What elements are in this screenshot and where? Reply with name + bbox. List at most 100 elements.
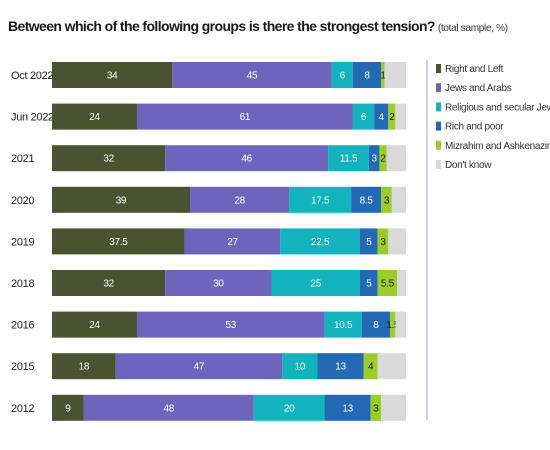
bar-segment [370, 394, 382, 421]
bar-segment [352, 103, 375, 130]
bar-segment [377, 353, 406, 380]
data-label: 13 [342, 403, 353, 414]
data-label: 5 [366, 279, 372, 290]
data-label: 25 [310, 279, 321, 290]
data-label: 2 [380, 154, 386, 165]
data-label: 10 [295, 362, 306, 373]
bar-segment [379, 145, 387, 172]
data-label: 3 [372, 154, 378, 165]
bar-segment [52, 228, 185, 255]
data-label: 18 [79, 362, 90, 373]
legend-label: Jews and Arabs [445, 83, 512, 94]
bar-segment [317, 353, 364, 380]
bar-segment [52, 353, 116, 380]
chart-title: Between which of the following groups is… [8, 18, 435, 34]
bar-segment [52, 103, 137, 130]
bar-segment [374, 103, 389, 130]
data-label: 46 [241, 154, 252, 165]
data-label: 10.5 [334, 320, 353, 331]
bar-segment [377, 270, 398, 296]
row-label: 2018 [11, 278, 34, 290]
data-label: 3 [380, 237, 386, 248]
data-label: 39 [116, 195, 127, 206]
bar-segment [388, 228, 406, 255]
data-label: 24 [89, 112, 100, 123]
data-label: 2 [389, 112, 395, 123]
bar-segment [282, 353, 318, 380]
bar-segment [52, 270, 166, 296]
legend-swatch [436, 121, 441, 131]
bar-segment [361, 311, 391, 338]
legend-swatch [436, 102, 441, 112]
bar-segment [391, 186, 406, 213]
data-label: 30 [213, 279, 224, 290]
data-label: 37.5 [109, 237, 128, 248]
data-label: 4 [368, 362, 374, 373]
legend-label: Mizrahim and Ashkenazim [445, 141, 550, 152]
row-label: 2016 [11, 320, 34, 332]
bar-segment [359, 270, 378, 296]
data-label: 53 [226, 320, 237, 331]
bar-segment [136, 103, 353, 130]
data-label: 5 [366, 237, 372, 248]
bar-segment [253, 394, 325, 421]
bar-segment [395, 311, 406, 338]
data-label: 34 [107, 71, 118, 82]
bar-segment [386, 145, 406, 172]
bar-segment [52, 394, 84, 421]
data-label: 47 [194, 362, 205, 373]
data-label: 45 [247, 71, 258, 82]
row-label: 2015 [11, 361, 34, 373]
bar-segment [271, 270, 360, 296]
bar-segment [324, 394, 371, 421]
bar-segment [280, 228, 360, 255]
bar-segment [351, 186, 382, 213]
bar-segment [184, 228, 281, 255]
bar-segment [381, 62, 385, 88]
bar-segment [331, 62, 353, 88]
data-label: 22.5 [311, 237, 330, 248]
bar-segment [52, 145, 166, 172]
row-label: 2021 [11, 153, 34, 165]
bar-segment [52, 62, 173, 88]
bar-segment [324, 311, 362, 338]
data-label: 32 [103, 279, 114, 290]
row-label: 2012 [11, 403, 34, 415]
legend-label: Religious and secular Jews [445, 102, 550, 113]
legend-swatch [436, 64, 441, 73]
bar-segment [381, 186, 392, 213]
data-label: 1.5 [386, 320, 400, 331]
bar-segment [381, 394, 406, 421]
legend-swatch [436, 160, 441, 169]
data-label: 8.5 [360, 195, 374, 206]
bar-segment [52, 311, 137, 338]
bar-segment [388, 103, 396, 130]
chart-subtitle: (total sample, %) [437, 23, 508, 34]
data-label: 32 [103, 154, 114, 165]
bar-segment [165, 270, 272, 296]
row-label: 2019 [11, 236, 34, 248]
data-label: 28 [234, 195, 245, 206]
row-label: 2020 [11, 195, 34, 207]
bar-segment [115, 353, 283, 380]
data-label: 6 [340, 71, 346, 82]
bar-segment [83, 394, 254, 421]
data-label: 61 [240, 112, 251, 123]
chart-title-row: Between which of the following groups is… [8, 18, 548, 36]
bar-segment [363, 353, 378, 380]
bar-segment [397, 270, 406, 296]
data-label: 3 [384, 195, 390, 206]
data-label: 20 [284, 403, 295, 414]
legend-swatch [436, 140, 441, 150]
row-label: Jun 2022 [11, 112, 54, 124]
data-label: 6 [361, 112, 367, 123]
bar-segment [359, 228, 378, 255]
legend-label: Don't know [445, 160, 492, 171]
legend-swatch [436, 83, 441, 93]
data-label: 48 [164, 403, 175, 414]
data-label: 8 [373, 320, 379, 331]
legend-label: Rich and poor [445, 122, 504, 133]
data-label: 13 [335, 362, 346, 373]
bar-segment [395, 103, 406, 130]
